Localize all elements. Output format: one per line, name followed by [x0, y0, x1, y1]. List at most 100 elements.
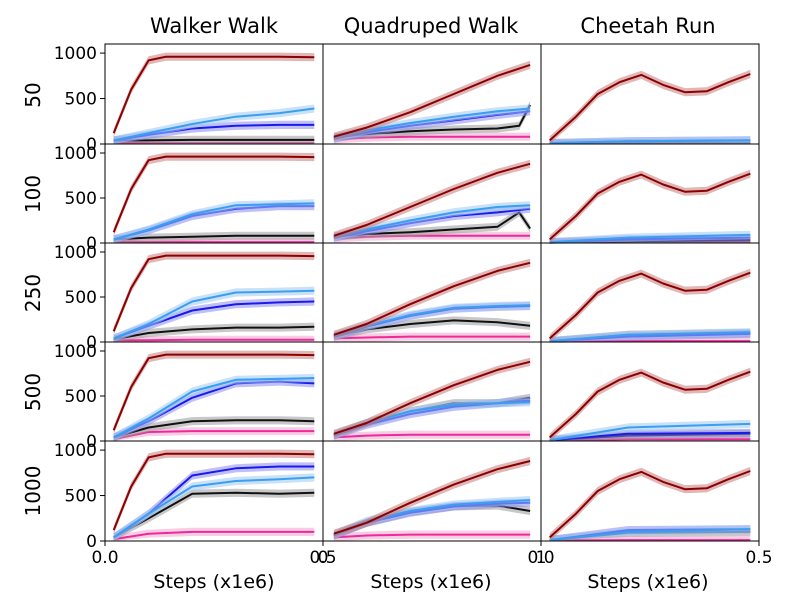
- line-darkred-r1-c0: [112, 155, 315, 233]
- band-darkred-r2-c1: [333, 258, 531, 339]
- line-blue-r3-c2: [549, 431, 751, 442]
- x-axis-label-walker: Steps (x1e6): [153, 571, 274, 593]
- row-label-500: 500: [21, 373, 45, 411]
- y-tick-label-r4-0: 0: [86, 532, 97, 552]
- row-label-50: 50: [21, 82, 45, 107]
- panel-r1-c2: [540, 143, 760, 244]
- panel-frame-r4-c2: [540, 440, 760, 542]
- row-label-100: 100: [21, 175, 45, 213]
- band-darkred-r0-c2: [549, 69, 751, 144]
- line-darkred-r3-c0: [112, 353, 315, 431]
- line-magenta-r4-c1: [333, 533, 531, 539]
- line-darkred-r1-c1: [333, 162, 531, 237]
- y-tick-label-r1-0: 0: [86, 234, 97, 254]
- col-title-quadruped-walk: Quadruped Walk: [344, 14, 519, 38]
- y-tick-label-r0-0: 0: [86, 135, 97, 155]
- line-darkred-r4-c0: [112, 452, 315, 531]
- panel-r2-c2: [540, 242, 760, 343]
- panel-frame-r0-c2: [540, 43, 760, 145]
- line-lightblue-r2-c0: [113, 289, 315, 340]
- line-black-r2-c0: [113, 325, 315, 341]
- line-darkred-r2-c1: [333, 261, 531, 336]
- line-black-r0-c0: [113, 138, 315, 142]
- band-darkred-r1-c2: [549, 169, 751, 243]
- x-tick-label-c0-1: 0.5: [309, 548, 336, 568]
- band-lightblue-r4-c1: [333, 496, 531, 539]
- band-blue-r3-c2: [549, 428, 751, 441]
- band-lightblue-r2-c1: [333, 301, 531, 340]
- band-blue-r4-c0: [113, 462, 315, 541]
- col-title-cheetah-run: Cheetah Run: [580, 14, 715, 38]
- y-tick-label-r1-1: 500: [65, 189, 97, 209]
- y-tick-label-r0-2: 1000: [54, 44, 97, 64]
- panel-r0-c2: [540, 43, 760, 145]
- line-darkred-r4-c2: [549, 470, 751, 539]
- line-darkred-r3-c1: [333, 360, 531, 435]
- line-magenta-r4-c0: [113, 530, 315, 541]
- y-tick-label-r2-0: 0: [86, 333, 97, 353]
- panel-r3-c1: [322, 341, 542, 442]
- panel-r2-c1: [322, 242, 542, 343]
- band-darkred-r2-c2: [549, 268, 751, 342]
- line-lightblue-r4-c0: [113, 476, 315, 539]
- x-tick-label-c0-0: 0.0: [91, 548, 118, 568]
- band-darkred-r4-c2: [549, 466, 751, 541]
- band-darkred-r3-c2: [549, 367, 751, 441]
- y-tick-label-r4-1: 500: [65, 487, 97, 507]
- line-lightblue-r1-c2: [549, 233, 751, 244]
- panel-r0-c0: 0 500 1000: [54, 43, 324, 155]
- line-darkred-r2-c0: [112, 254, 315, 332]
- band-lightblue-r4-c0: [113, 473, 315, 541]
- y-tick-label-r0-1: 500: [65, 90, 97, 110]
- panel-r0-c1: [322, 43, 542, 145]
- line-black-r1-c0: [113, 234, 315, 241]
- y-tick-label-r1-2: 1000: [54, 144, 97, 164]
- line-lightblue-r4-c2: [549, 528, 751, 542]
- line-lightblue-r3-c2: [549, 422, 751, 442]
- band-magenta-r4-c1: [333, 530, 531, 541]
- line-lightblue-r3-c0: [113, 377, 315, 439]
- line-darkred-r1-c2: [549, 172, 751, 241]
- line-magenta-r2-c1: [333, 335, 531, 340]
- y-tick-label-r3-0: 0: [86, 432, 97, 452]
- y-tick-label-r2-2: 1000: [54, 243, 97, 263]
- line-darkred-r3-c2: [549, 370, 751, 439]
- band-black-r3-c0: [113, 416, 315, 441]
- band-blue-r0-c0: [113, 120, 315, 144]
- y-tick-label-r3-2: 1000: [54, 342, 97, 362]
- line-darkred-r0-c0: [112, 55, 315, 134]
- panel-r4-c2: 0.0 0.5: [527, 440, 773, 568]
- y-tick-label-r3-1: 500: [65, 387, 97, 407]
- y-tick-label-r2-1: 500: [65, 288, 97, 308]
- panels-layer: 0500100005001000050010000500100005001000…: [54, 43, 773, 568]
- line-lightblue-r1-c0: [113, 202, 315, 241]
- line-magenta-r3-c1: [333, 433, 531, 439]
- line-darkred-r0-c2: [549, 73, 751, 142]
- line-magenta-r1-c0: [113, 240, 315, 244]
- x-tick-label-c2-0: 0.0: [527, 548, 554, 568]
- band-black-r1-c0: [113, 231, 315, 243]
- band-darkred-r3-c1: [333, 357, 531, 438]
- line-darkred-r4-c1: [333, 460, 531, 535]
- line-lightblue-r0-c2: [549, 139, 751, 145]
- panel-r1-c0: 0 500 1000: [54, 143, 324, 254]
- band-lightblue-r3-c0: [113, 373, 315, 441]
- panel-r3-c0: 0 500 1000: [54, 341, 324, 452]
- band-blue-r2-c1: [333, 301, 531, 341]
- panel-r4-c0: 0 500 1000 0.0 0.5: [54, 440, 337, 568]
- x-tick-label-c1-1: 1: [536, 548, 547, 568]
- x-tick-label-c2-1: 0.5: [745, 548, 772, 568]
- x-tick-label-c1-0: 0: [318, 548, 329, 568]
- band-magenta-r3-c1: [333, 430, 531, 441]
- y-tick-label-r4-2: 1000: [54, 441, 97, 461]
- band-darkred-r4-c1: [333, 456, 531, 538]
- band-lightblue-r4-c2: [549, 525, 751, 541]
- line-darkred-r0-c1: [333, 63, 531, 138]
- row-label-250: 250: [21, 274, 45, 312]
- panel-r2-c0: 0 500 1000: [54, 242, 324, 353]
- panel-frame-r2-c2: [540, 242, 760, 343]
- panel-frame-r1-c2: [540, 143, 760, 244]
- band-darkred-r1-c0: [113, 152, 315, 237]
- col-title-walker-walk: Walker Walk: [150, 14, 279, 38]
